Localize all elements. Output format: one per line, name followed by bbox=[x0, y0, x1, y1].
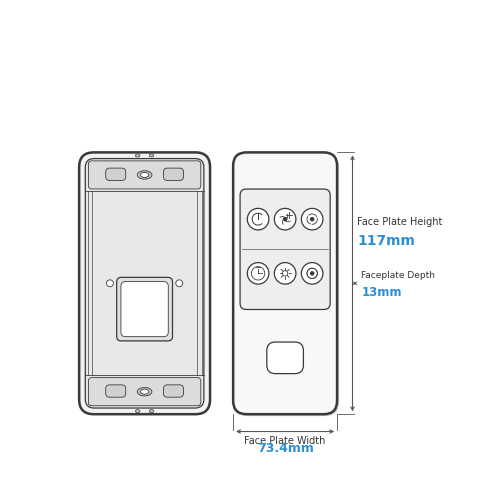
Circle shape bbox=[248, 208, 269, 230]
Text: Faceplate Depth: Faceplate Depth bbox=[362, 271, 436, 280]
Circle shape bbox=[274, 262, 296, 284]
FancyBboxPatch shape bbox=[240, 189, 330, 310]
Ellipse shape bbox=[140, 389, 149, 394]
Ellipse shape bbox=[140, 172, 149, 178]
Circle shape bbox=[310, 218, 314, 220]
Circle shape bbox=[176, 280, 182, 287]
FancyBboxPatch shape bbox=[116, 278, 172, 341]
Circle shape bbox=[310, 272, 314, 275]
Circle shape bbox=[302, 262, 323, 284]
Ellipse shape bbox=[136, 154, 140, 157]
FancyBboxPatch shape bbox=[164, 168, 184, 180]
FancyBboxPatch shape bbox=[164, 385, 184, 397]
Ellipse shape bbox=[149, 154, 154, 157]
FancyBboxPatch shape bbox=[106, 385, 126, 397]
Text: Face Plate Height: Face Plate Height bbox=[357, 216, 442, 226]
Ellipse shape bbox=[138, 388, 152, 396]
Text: 117mm: 117mm bbox=[357, 234, 415, 248]
FancyBboxPatch shape bbox=[121, 282, 168, 337]
FancyBboxPatch shape bbox=[267, 342, 304, 374]
Circle shape bbox=[274, 208, 296, 230]
Text: Face Plate Width: Face Plate Width bbox=[244, 436, 326, 446]
Circle shape bbox=[302, 208, 323, 230]
FancyBboxPatch shape bbox=[235, 154, 339, 416]
Ellipse shape bbox=[136, 410, 140, 412]
Circle shape bbox=[248, 262, 269, 284]
FancyBboxPatch shape bbox=[79, 152, 210, 414]
Ellipse shape bbox=[149, 410, 154, 412]
Circle shape bbox=[284, 218, 286, 220]
FancyBboxPatch shape bbox=[233, 152, 337, 414]
FancyBboxPatch shape bbox=[86, 158, 204, 408]
Text: 13mm: 13mm bbox=[362, 286, 402, 300]
Ellipse shape bbox=[138, 170, 152, 179]
Text: 73.4mm: 73.4mm bbox=[256, 442, 314, 456]
Circle shape bbox=[106, 280, 114, 287]
FancyBboxPatch shape bbox=[88, 378, 201, 406]
FancyBboxPatch shape bbox=[106, 168, 126, 180]
FancyBboxPatch shape bbox=[88, 161, 201, 189]
